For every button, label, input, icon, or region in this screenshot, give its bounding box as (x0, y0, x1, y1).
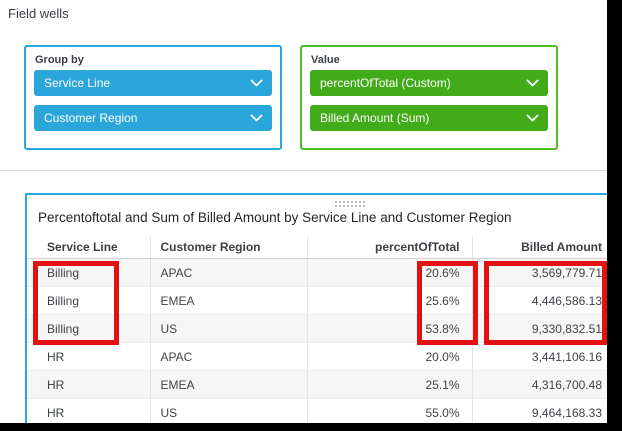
column-header[interactable]: Service Line (27, 236, 151, 259)
pill-label: Billed Amount (Sum) (320, 111, 430, 125)
group-by-pill-service-line[interactable]: Service Line (34, 70, 272, 96)
table-row: HR APAC 20.0% 3,441,106.16 (27, 342, 620, 371)
table-cell: Billing (27, 314, 151, 343)
data-table: Service Line Customer Region percentOfTota… (27, 236, 620, 431)
highlight-box-service-line (33, 261, 119, 345)
table-cell: 9,464,168.33 (472, 398, 620, 427)
value-pill-billed-amount[interactable]: Billed Amount (Sum) (310, 105, 548, 131)
table-cell: HR (27, 342, 151, 371)
value-pill-percent-of-total[interactable]: percentOfTotal (Custom) (310, 70, 548, 96)
value-label: Value (311, 54, 340, 66)
drag-handle-icon[interactable] (334, 200, 365, 207)
highlight-box-percent-of-total (417, 261, 478, 345)
table-cell: 25.6% (307, 286, 473, 315)
column-header[interactable]: Customer Region (150, 236, 308, 259)
table-row: HR EMEA 25.1% 4,316,700.48 (27, 370, 620, 399)
pill-label: Service Line (44, 76, 111, 90)
table-cell: 4,446,586.13 (472, 286, 620, 315)
table-cell: APAC (150, 258, 308, 287)
chevron-down-icon[interactable] (250, 114, 263, 122)
value-field-well: Value percentOfTotal (Custom) Billed Amo… (300, 45, 558, 150)
table-cell: 20.0% (307, 342, 473, 371)
pill-label: percentOfTotal (Custom) (320, 76, 451, 90)
table-header-row: Service Line Customer Region percentOfTota… (27, 236, 620, 259)
column-header[interactable]: Billed Amount (472, 236, 620, 259)
column-header[interactable]: percentOfTotal (307, 236, 473, 259)
section-divider (0, 170, 622, 171)
table-cell: HR (27, 398, 151, 427)
screenshot-edge-right (607, 0, 622, 431)
table-cell: Billing (27, 258, 151, 287)
chevron-down-icon[interactable] (250, 79, 263, 87)
table-cell: 25.1% (307, 370, 473, 399)
table-body: Billing APAC 20.6% 3,569,779.71 Billing EMEA 2… (27, 258, 620, 431)
group-by-label: Group by (35, 54, 84, 66)
pill-label: Customer Region (44, 111, 138, 125)
table-cell: EMEA (150, 286, 308, 315)
field-wells-heading: Field wells (8, 6, 69, 21)
chevron-down-icon[interactable] (526, 79, 539, 87)
group-by-field-well: Group by Service Line Customer Region (24, 45, 282, 150)
table-cell: 9,330,832.51 (472, 314, 620, 343)
table-row: Billing US 53.8% 9,330,832.51 (27, 314, 620, 343)
table-cell: 4,316,700.48 (472, 370, 620, 399)
table-cell: EMEA (150, 370, 308, 399)
table-cell: 3,441,106.16 (472, 342, 620, 371)
group-by-pill-customer-region[interactable]: Customer Region (34, 105, 272, 131)
chevron-down-icon[interactable] (526, 114, 539, 122)
table-cell: 53.8% (307, 314, 473, 343)
screenshot-edge-bottom (0, 423, 622, 431)
visual-title: Percentoftotal and Sum of Billed Amount … (38, 210, 512, 225)
table-cell: HR (27, 370, 151, 399)
table-cell: US (150, 398, 308, 427)
table-cell: APAC (150, 342, 308, 371)
table-row: Billing EMEA 25.6% 4,446,586.13 (27, 286, 620, 315)
table-visual: Percentoftotal and Sum of Billed Amount … (25, 193, 622, 431)
table-cell: US (150, 314, 308, 343)
highlight-box-billed-amount (484, 261, 607, 345)
table-row: HR US 55.0% 9,464,168.33 (27, 398, 620, 427)
table-cell: Billing (27, 286, 151, 315)
